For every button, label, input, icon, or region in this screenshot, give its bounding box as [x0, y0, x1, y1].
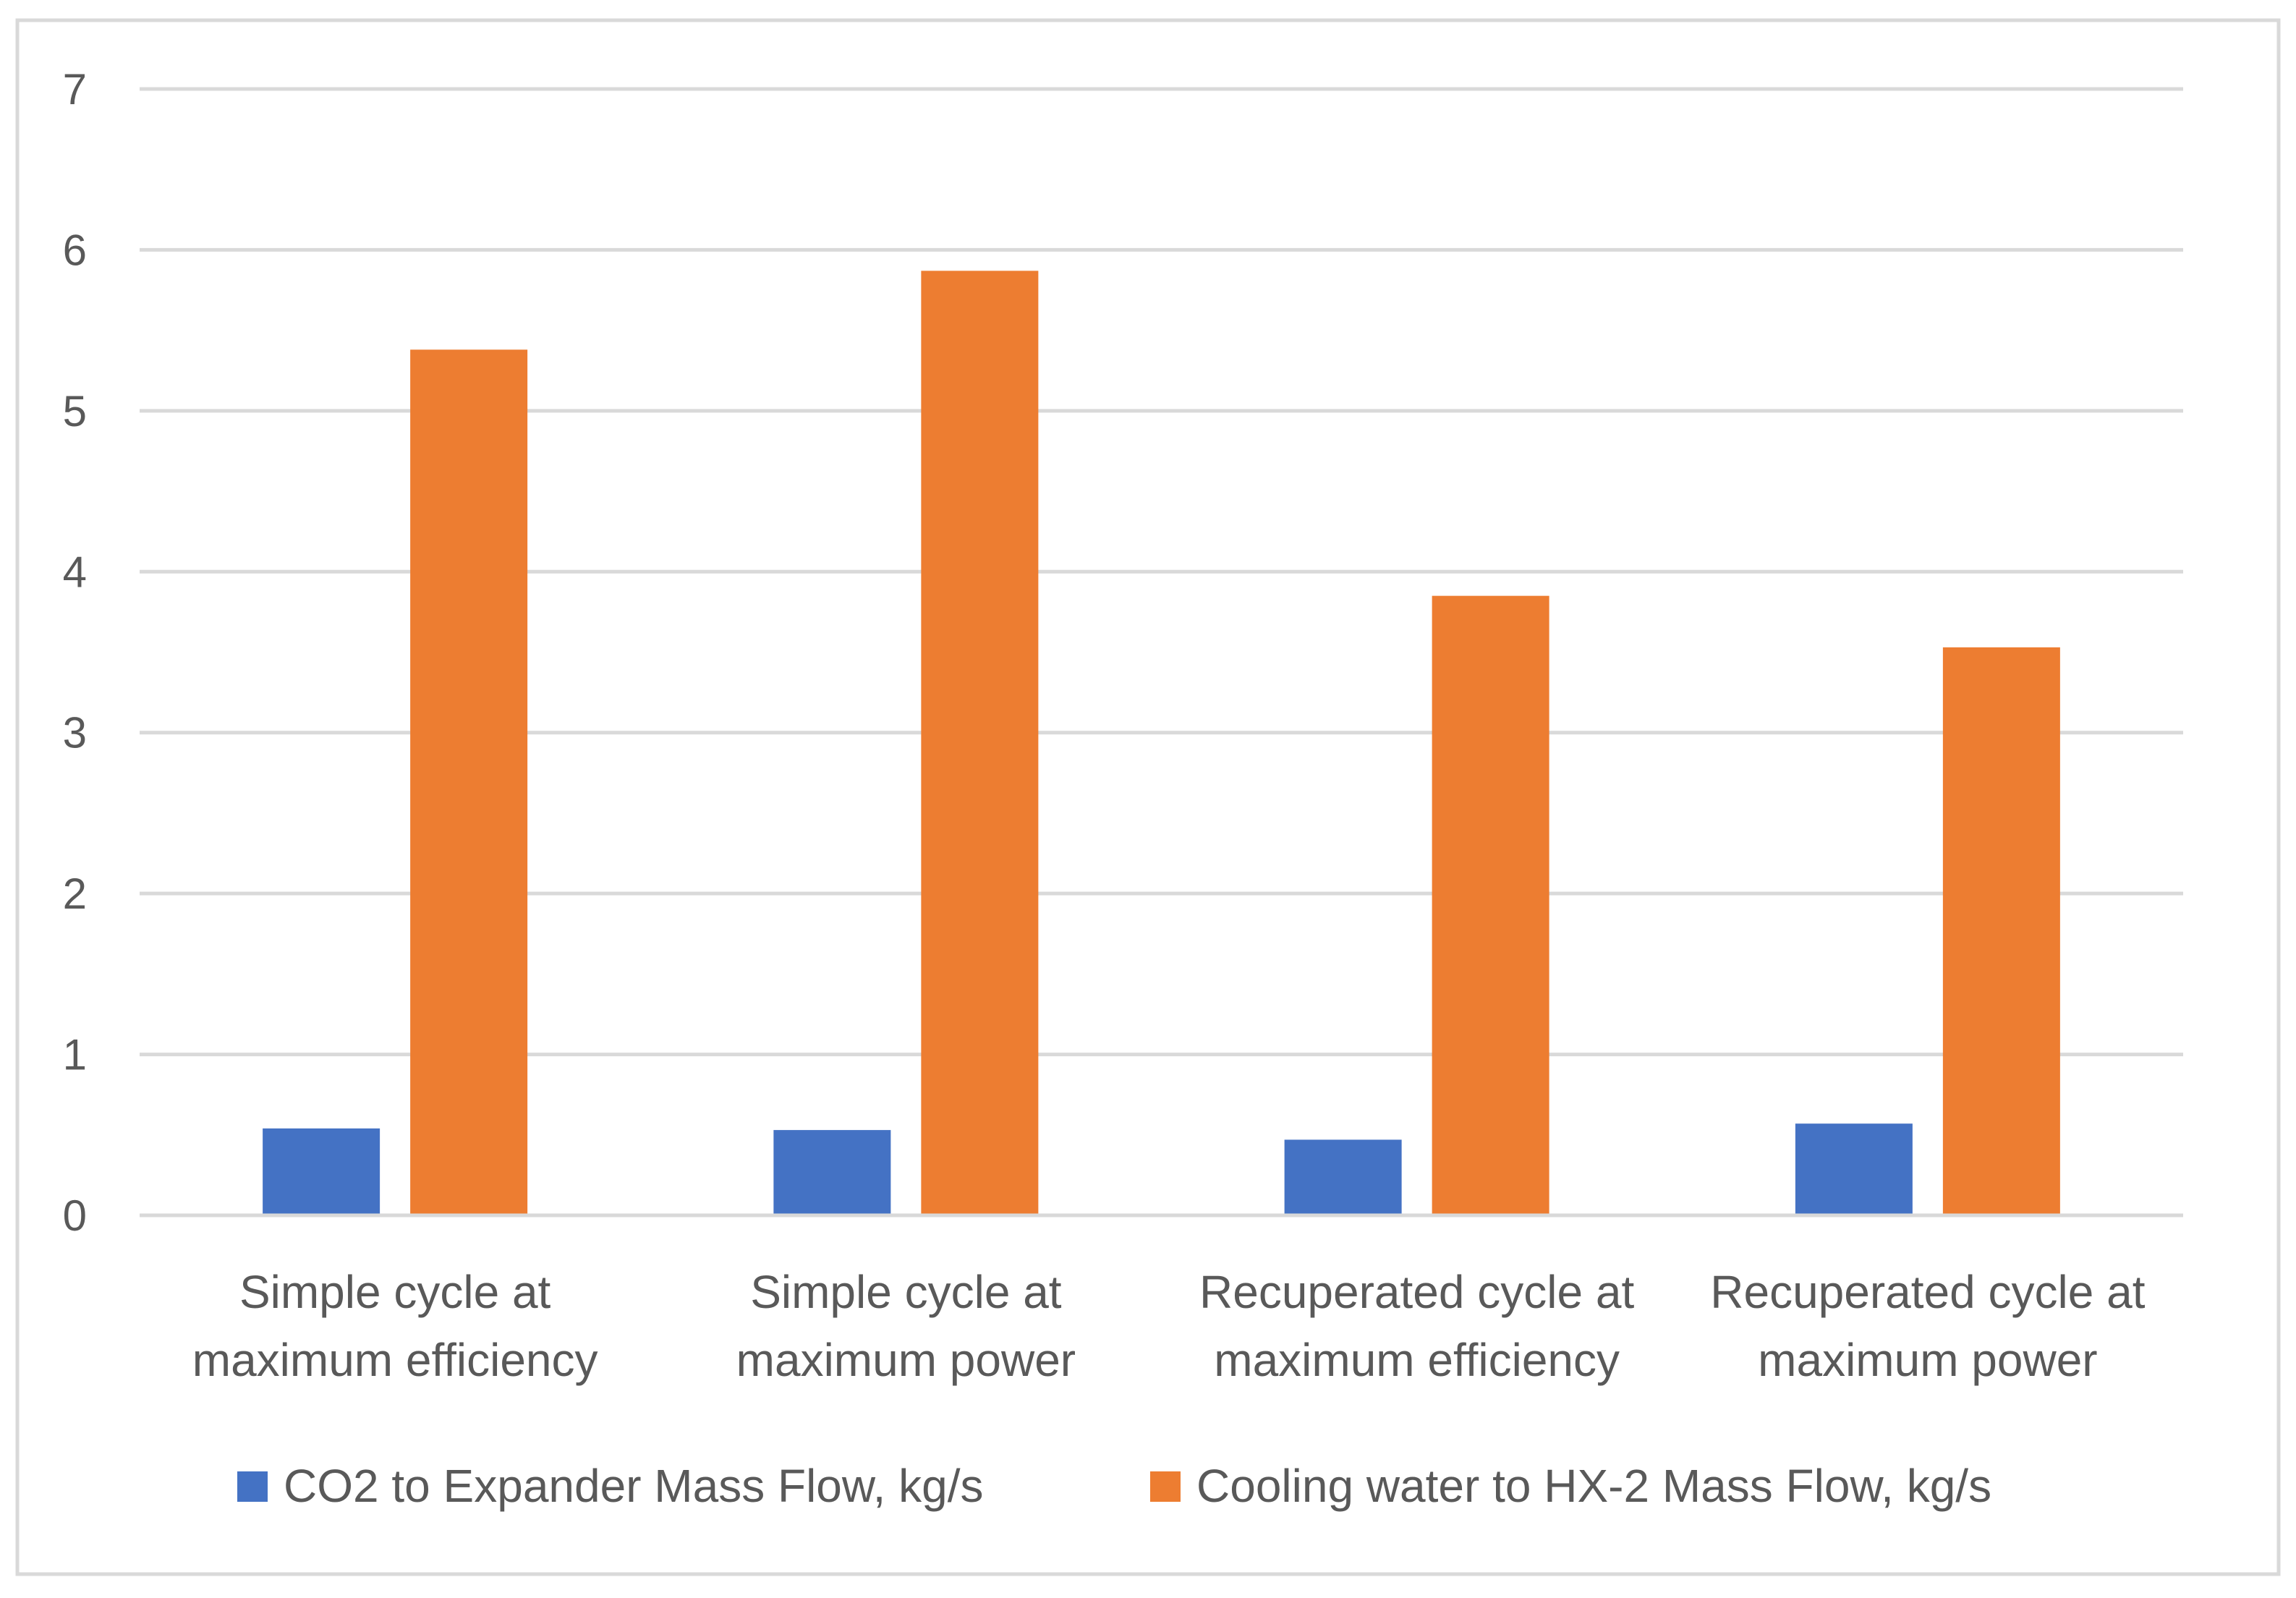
- bars: [263, 271, 2060, 1216]
- legend-label: CO2 to Expander Mass Flow, kg/s: [284, 1460, 984, 1512]
- y-tick-label: 0: [63, 1191, 87, 1240]
- y-tick-label: 6: [63, 226, 87, 274]
- bar-cooling-water-3: [1942, 647, 2060, 1215]
- y-tick-label: 3: [63, 709, 87, 757]
- y-tick-label: 4: [63, 548, 87, 596]
- x-category-label: maximum efficiency: [192, 1334, 598, 1386]
- legend-label: Cooling water to HX-2 Mass Flow, kg/s: [1196, 1460, 1991, 1512]
- x-category-label: Simple cycle at: [239, 1266, 551, 1318]
- x-category-label: Recuperated cycle at: [1199, 1266, 1634, 1318]
- bar-co2-expander-3: [1795, 1123, 1913, 1215]
- x-axis-category-labels: Simple cycle at maximum efficiency Simple …: [192, 1266, 2146, 1386]
- legend-swatch: [1150, 1471, 1181, 1502]
- bar-cooling-water-0: [410, 349, 528, 1216]
- bar-co2-expander-2: [1284, 1139, 1402, 1215]
- bar-cooling-water-1: [921, 271, 1039, 1216]
- y-tick-label: 1: [63, 1031, 87, 1079]
- x-category-label: maximum power: [1758, 1334, 2097, 1386]
- y-axis-ticks: 0 1 2 3 4 5 6 7: [63, 65, 87, 1240]
- x-category-label: Recuperated cycle at: [1710, 1266, 2145, 1318]
- y-tick-label: 5: [63, 387, 87, 435]
- x-category-label: Simple cycle at: [750, 1266, 1062, 1318]
- legend: CO2 to Expander Mass Flow, kg/s Cooling w…: [237, 1460, 1991, 1512]
- x-category-label: maximum efficiency: [1214, 1334, 1620, 1386]
- chart-frame: [15, 18, 2281, 1576]
- y-tick-label: 7: [63, 65, 87, 114]
- legend-swatch: [237, 1471, 268, 1502]
- x-category-label: maximum power: [736, 1334, 1076, 1386]
- bar-cooling-water-2: [1432, 595, 1549, 1215]
- bar-co2-expander-0: [263, 1128, 380, 1215]
- y-tick-label: 2: [63, 870, 87, 918]
- bar-co2-expander-1: [773, 1130, 891, 1215]
